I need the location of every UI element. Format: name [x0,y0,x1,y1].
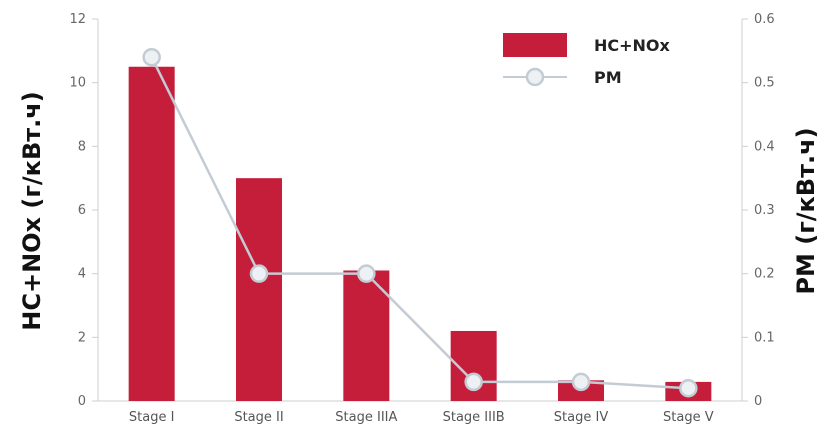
axes [97,19,743,402]
right-tick-label: 0.6 [754,12,775,27]
right-tick-label: 0.2 [754,267,775,282]
legend-hc-nox-swatch [503,33,567,57]
category-label: Stage IIIA [335,410,397,425]
bar-stage-i [128,66,175,401]
right-tick-label: 0.4 [754,139,775,154]
left-tick-label: 10 [69,76,86,91]
left-tick-label: 6 [78,203,86,218]
category-label: Stage II [234,410,283,425]
pm-point-stage-iv [571,372,591,392]
category-label: Stage IIIB [443,410,505,425]
right-tick-label: 0.1 [754,330,775,345]
category-label: Stage I [129,410,175,425]
pm-line-series [142,47,698,398]
category-label: Stage V [663,410,714,425]
left-axis-ticks: 0 2 4 6 8 10 12 [69,12,98,409]
category-label: Stage IV [554,410,609,425]
x-axis-category-labels: Stage I Stage II Stage IIIA Stage IIIB Stage… [129,410,714,425]
pm-point-stage-iiia [357,264,376,283]
bar-stage-iiia [343,270,390,401]
pm-point-stage-v [679,379,698,398]
legend-hc-nox-label: HC+NOx [594,36,671,55]
legend-pm-label: PM [594,68,622,87]
left-tick-label: 4 [78,267,86,282]
pm-point-stage-iiib [464,372,483,392]
right-tick-label: 0.5 [754,76,775,91]
right-tick-label: 0 [754,394,762,409]
y-axis-title: HC+NOx (г/кВт.ч) [18,91,46,330]
left-tick-label: 0 [78,394,86,409]
y2-axis-title: PM (г/кВт.ч) [792,127,820,294]
legend-pm-marker [525,67,545,87]
pm-line [150,56,689,390]
pm-point-stage-ii [249,264,269,283]
legend: HC+NOx PM [503,33,671,87]
left-tick-label: 2 [78,330,86,345]
right-axis-ticks: 0 0.1 0.2 0.3 0.4 0.5 0.6 [742,12,775,409]
pm-point-stage-i [142,47,161,67]
right-tick-label: 0.3 [754,203,775,218]
bar-stage-ii [236,178,282,401]
hc-nox-bars [128,66,712,401]
left-tick-label: 12 [69,12,86,27]
left-tick-label: 8 [78,139,86,154]
